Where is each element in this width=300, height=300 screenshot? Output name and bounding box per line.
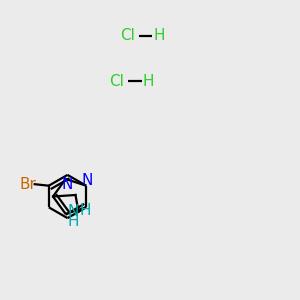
- Text: H: H: [143, 74, 154, 88]
- Text: Cl: Cl: [110, 74, 124, 88]
- Text: N: N: [68, 204, 79, 219]
- Text: N: N: [82, 173, 93, 188]
- Text: Cl: Cl: [120, 28, 135, 44]
- Text: H: H: [79, 203, 91, 218]
- Text: N: N: [61, 177, 73, 192]
- Text: Br: Br: [20, 177, 36, 192]
- Text: H: H: [67, 214, 79, 229]
- Text: H: H: [153, 28, 165, 44]
